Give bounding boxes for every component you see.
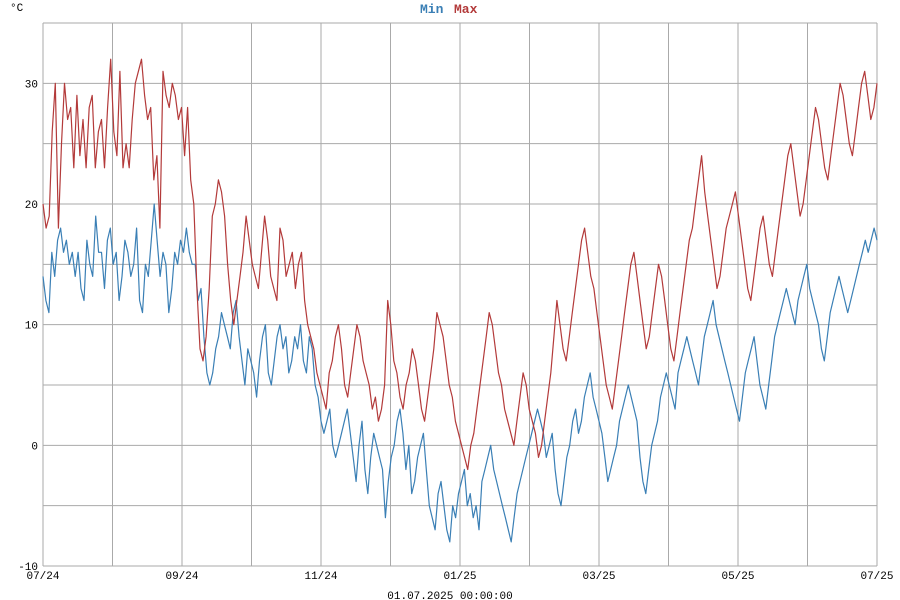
- x-tick-label: 07/24: [26, 571, 59, 583]
- x-tick-label: 11/24: [304, 571, 337, 583]
- y-tick-label: 30: [25, 79, 38, 91]
- x-tick-label: 09/24: [165, 571, 198, 583]
- x-tick-label: 05/25: [721, 571, 754, 583]
- axis-tick-labels: -10 0 10 20 30 07/24 09/24 11/24 01/25 03/25 05/25…: [18, 79, 893, 583]
- series-lines: [42, 58, 878, 543]
- x-tick-label: 01/25: [443, 571, 476, 583]
- y-tick-label: 0: [31, 441, 38, 453]
- x-tick-label: 07/25: [860, 571, 893, 583]
- footer-timestamp: 01.07.2025 00:00:00: [387, 591, 512, 600]
- series-line-min: [42, 203, 878, 543]
- x-tick-label: 03/25: [582, 571, 615, 583]
- series-line-max: [42, 58, 878, 471]
- y-tick-label: 20: [25, 200, 38, 212]
- legend-min: Min: [420, 2, 444, 17]
- y-unit-label: °C: [10, 3, 24, 15]
- y-tick-label: 10: [25, 321, 38, 333]
- legend-max: Max: [454, 2, 478, 17]
- y-tick-label: -10: [18, 562, 38, 574]
